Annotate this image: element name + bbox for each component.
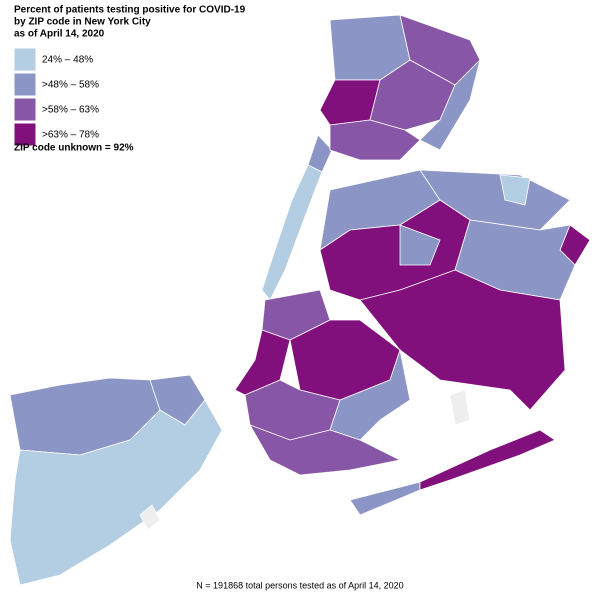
zip-area <box>9 399 223 586</box>
zip-area <box>249 424 402 476</box>
legend-swatch <box>13 97 37 122</box>
legend-swatch <box>13 122 37 147</box>
legend-label: >48% – 58% <box>42 80 99 91</box>
zip-area <box>349 481 421 516</box>
no-data-area <box>449 389 471 426</box>
zip-area <box>499 174 531 206</box>
note: ZIP code unknown = 92% <box>14 143 134 154</box>
legend-swatch <box>13 72 37 97</box>
zip-area <box>419 58 481 151</box>
zip-area <box>329 119 421 161</box>
legend-label: >58% – 63% <box>42 105 99 116</box>
title-line: Percent of patients testing positive for… <box>14 5 246 16</box>
legend: 24% – 48% >48% – 58% >58% – 63% >63% – 78% <box>13 47 99 147</box>
footnote: N = 191868 total persons tested as of Ap… <box>196 580 403 590</box>
zip-area <box>261 164 323 301</box>
title-line: by ZIP code in New York City <box>14 17 151 28</box>
legend-label: >63% – 78% <box>42 130 99 141</box>
zip-zones <box>9 14 591 586</box>
legend-label: 24% – 48% <box>42 55 93 66</box>
zip-area <box>419 429 556 491</box>
no-data-area <box>139 504 161 531</box>
title-line: as of April 14, 2020 <box>14 29 105 40</box>
zip-area <box>399 224 441 266</box>
zip-area <box>359 269 566 411</box>
legend-swatch <box>13 47 37 72</box>
